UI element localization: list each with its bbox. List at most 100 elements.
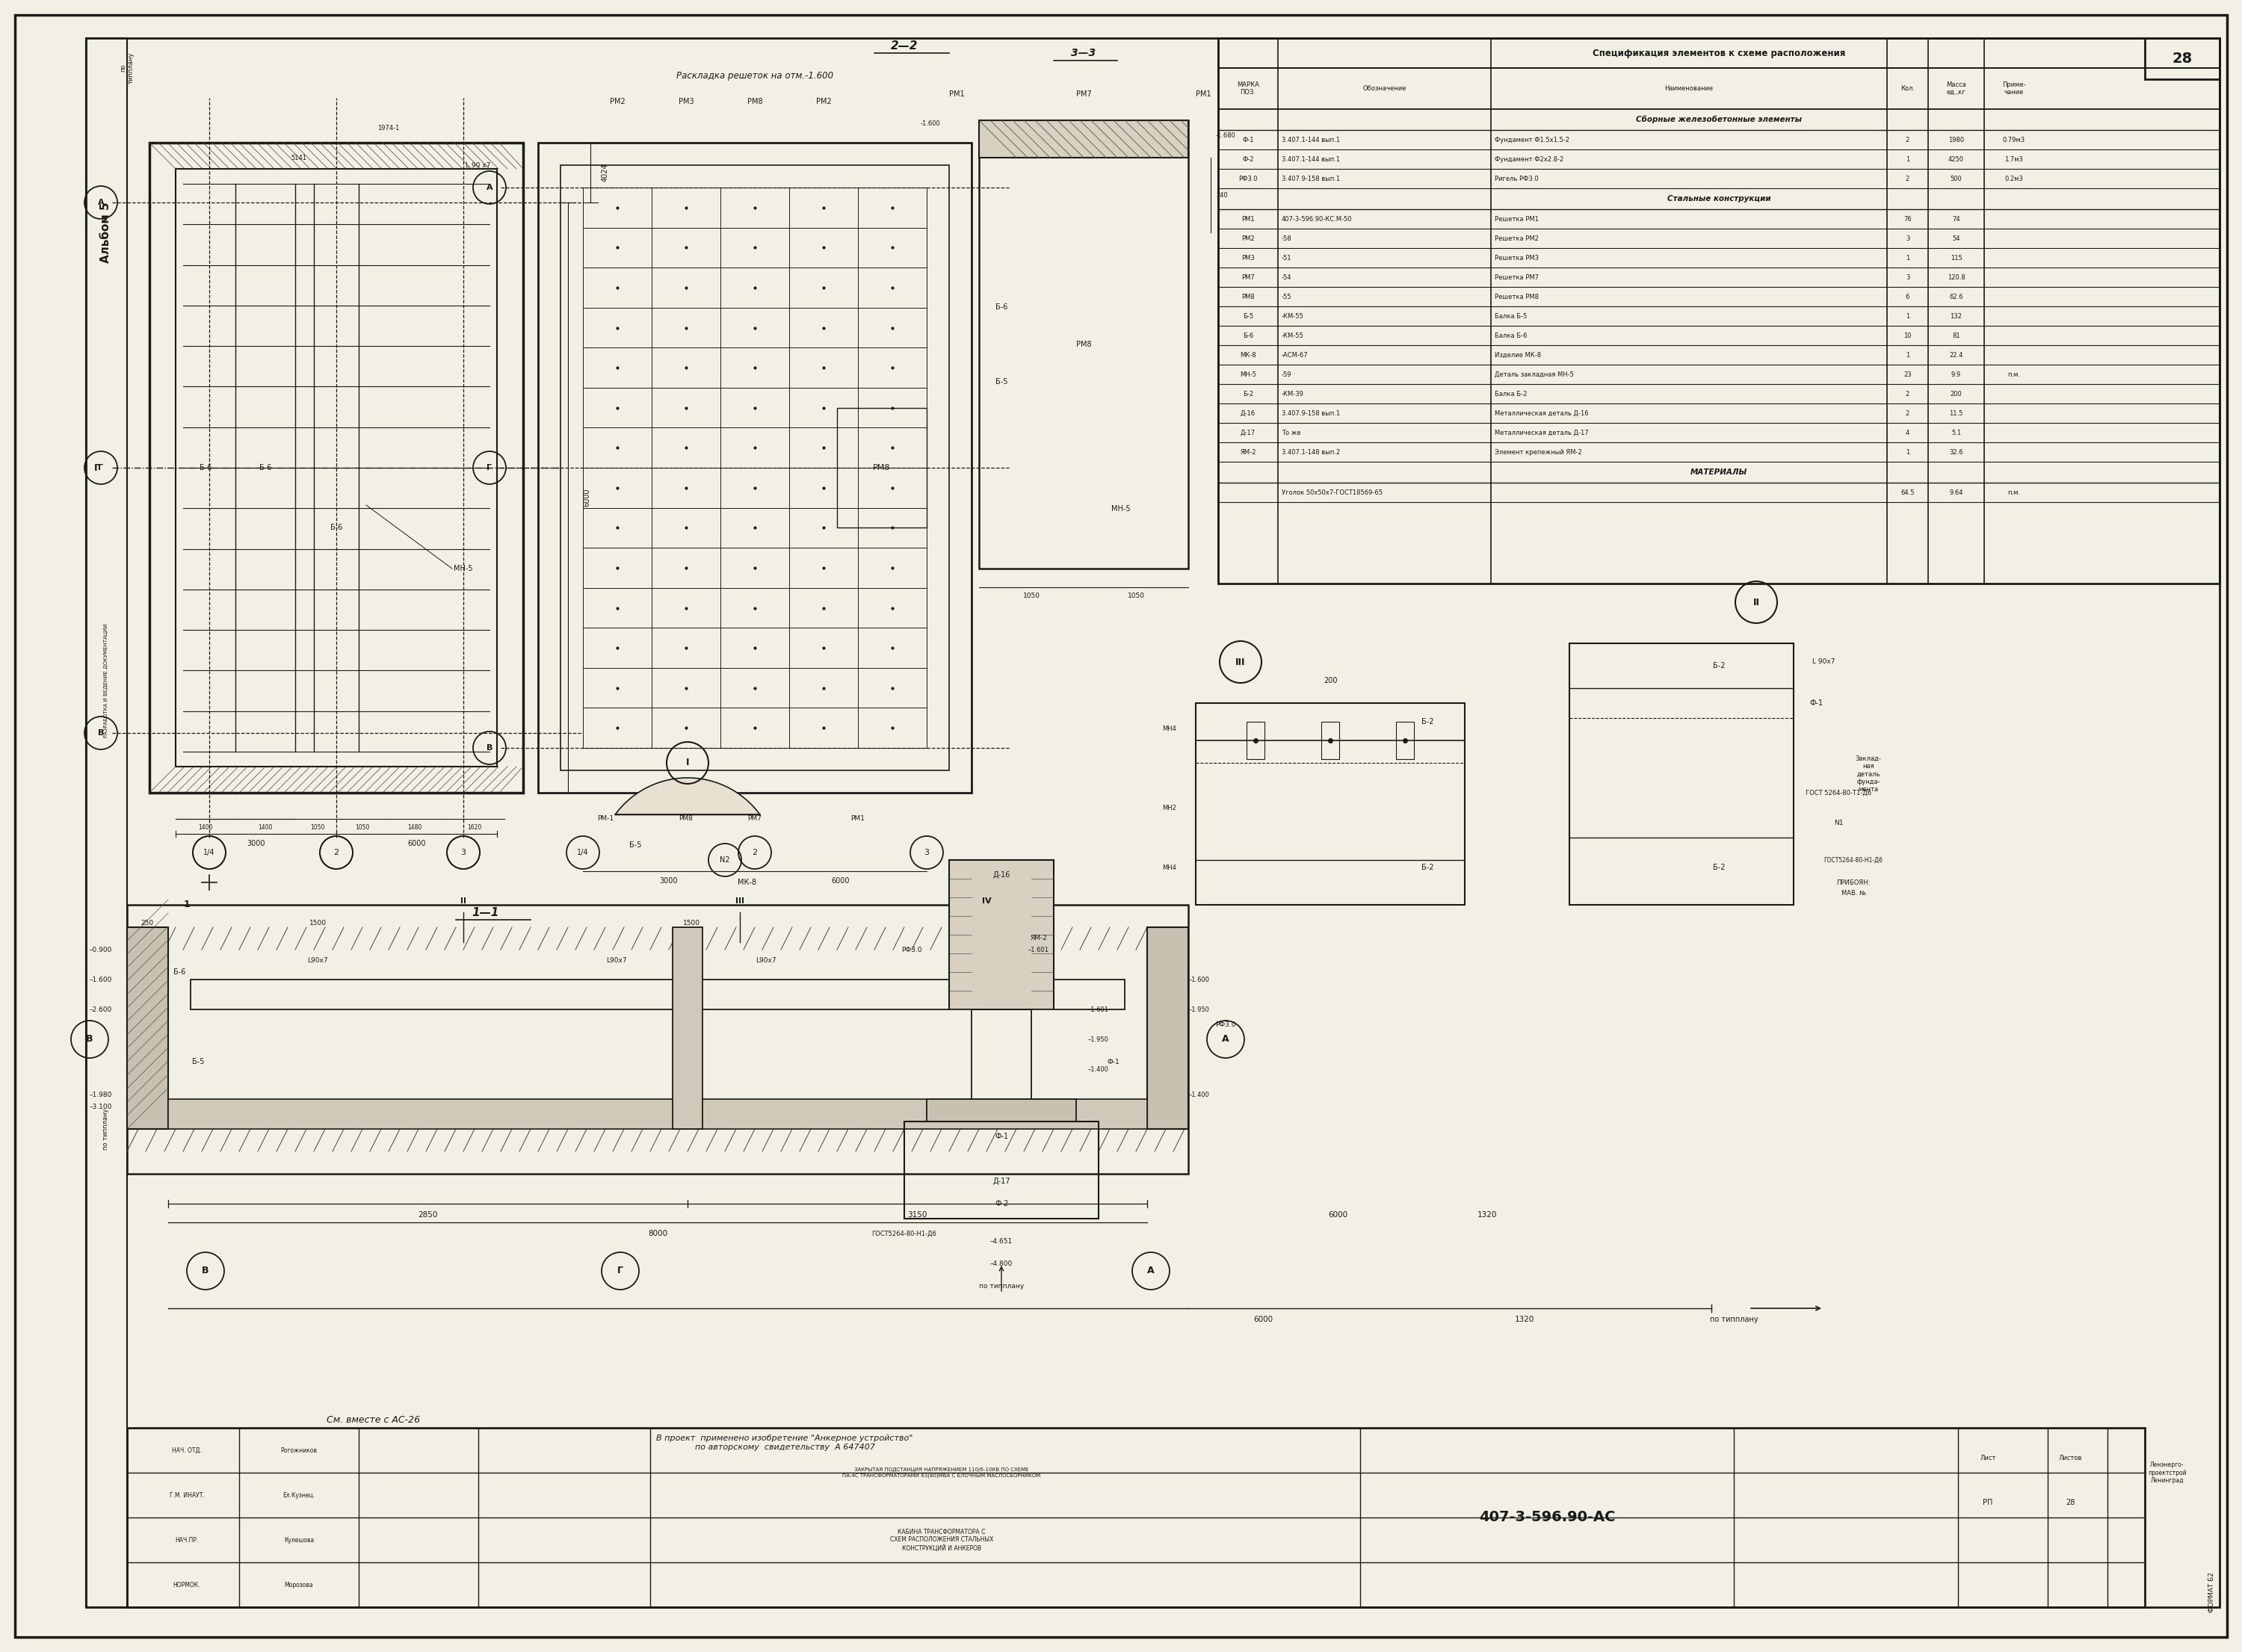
Text: 200: 200	[1323, 677, 1336, 684]
Text: Решетка РМ2: Решетка РМ2	[1495, 235, 1538, 241]
Text: ГОСТ 5264-80-Т1-Д6: ГОСТ 5264-80-Т1-Д6	[1805, 790, 1872, 796]
Text: Б-5: Б-5	[1242, 312, 1253, 319]
Text: 3: 3	[1906, 235, 1910, 241]
Text: Ел.Кузнец.: Ел.Кузнец.	[282, 1492, 316, 1498]
Text: -54: -54	[1282, 274, 1291, 281]
Text: Стальные конструкции: Стальные конструкции	[1668, 195, 1771, 203]
Text: 407-3-596.90-КС.М-50: 407-3-596.90-КС.М-50	[1282, 215, 1352, 223]
Text: Металлическая деталь Д-16: Металлическая деталь Д-16	[1495, 410, 1590, 416]
Text: Листов: Листов	[2058, 1454, 2083, 1460]
Text: Приме-
чание: Приме- чание	[2002, 81, 2027, 96]
Text: РФ3.0: РФ3.0	[901, 947, 921, 953]
Text: Ф-1: Ф-1	[1242, 137, 1253, 144]
Text: Морозова: Морозова	[285, 1581, 314, 1588]
Text: по типплану: по типплану	[980, 1282, 1025, 1289]
Text: по типплану: по типплану	[103, 1108, 110, 1150]
Bar	[538, 142, 971, 793]
Text: НОРМОК.: НОРМОК.	[173, 1581, 200, 1588]
Text: –1.601: –1.601	[1029, 947, 1049, 953]
Text: Д-16: Д-16	[1240, 410, 1256, 416]
Text: -58: -58	[1282, 235, 1291, 241]
Text: МН4: МН4	[1164, 864, 1177, 871]
Text: 3: 3	[1906, 274, 1910, 281]
Bar	[1321, 722, 1338, 760]
Text: Ф-2: Ф-2	[1242, 155, 1253, 162]
Text: 1320: 1320	[1477, 1211, 1498, 1219]
Bar	[1195, 704, 1464, 905]
Text: 6000: 6000	[583, 489, 590, 507]
Text: МАРКА
ПОЗ.: МАРКА ПОЗ.	[1238, 81, 1260, 96]
Text: 1: 1	[1906, 254, 1910, 261]
Text: 1/4: 1/4	[576, 849, 590, 856]
Text: Д-17: Д-17	[1240, 430, 1256, 436]
Text: 3.407.9-158 вып.1: 3.407.9-158 вып.1	[1282, 410, 1341, 416]
Text: Рогожников: Рогожников	[280, 1447, 318, 1454]
Text: Наименование: Наименование	[1664, 86, 1713, 93]
Text: Б-6: Б-6	[260, 464, 271, 471]
Text: А: А	[1148, 1265, 1155, 1275]
Text: 2—2: 2—2	[890, 40, 917, 51]
Text: См. вместе с АС-26: См. вместе с АС-26	[327, 1416, 421, 1426]
Polygon shape	[614, 778, 760, 814]
Text: 1—1: 1—1	[473, 907, 500, 919]
Text: Б-2: Б-2	[1421, 719, 1433, 725]
Text: 81: 81	[1953, 332, 1960, 339]
Text: Б-2: Б-2	[1421, 864, 1433, 871]
Text: МН-5: МН-5	[453, 565, 473, 572]
Bar	[168, 1099, 1148, 1128]
Text: –1.600: –1.600	[90, 976, 112, 983]
Text: МН-5: МН-5	[1112, 506, 1130, 512]
Bar	[128, 927, 168, 1128]
Text: 3.407.1-144 вып.1: 3.407.1-144 вып.1	[1282, 137, 1341, 144]
Text: -1.680: -1.680	[1215, 132, 1235, 139]
Text: В: В	[85, 1034, 94, 1044]
Text: 6000: 6000	[832, 877, 850, 885]
Bar	[673, 927, 702, 1128]
Text: L90x7: L90x7	[756, 958, 776, 965]
Text: Г: Г	[99, 464, 103, 471]
Text: 1500: 1500	[309, 920, 327, 927]
Bar	[191, 980, 1125, 1009]
Text: 3000: 3000	[247, 839, 265, 847]
Bar	[1569, 643, 1794, 905]
Text: РМ2: РМ2	[816, 97, 832, 106]
Text: В проект  применено изобретение "Анкерное устройство"
по авторскому  свидетельст: В проект применено изобретение "Анкерное…	[657, 1434, 912, 1450]
Text: 1620: 1620	[466, 824, 482, 831]
Text: 54: 54	[1953, 235, 1960, 241]
Text: 62.6: 62.6	[1948, 294, 1964, 301]
Text: РМ1: РМ1	[1242, 215, 1256, 223]
Text: -59: -59	[1282, 372, 1291, 378]
Text: –3.100: –3.100	[90, 1104, 112, 1110]
Text: –1.601: –1.601	[1087, 1006, 1110, 1013]
Text: 64.5: 64.5	[1901, 489, 1915, 496]
Text: 2: 2	[1906, 390, 1910, 396]
Text: -1.600: -1.600	[921, 121, 939, 127]
Text: В: В	[202, 1265, 209, 1275]
Text: А: А	[487, 183, 493, 192]
Bar	[85, 38, 128, 1607]
Text: Г: Г	[617, 1265, 623, 1275]
Text: 1480: 1480	[408, 824, 421, 831]
Text: 1: 1	[1906, 449, 1910, 456]
Text: РМ8: РМ8	[1242, 294, 1256, 301]
Text: 3: 3	[924, 849, 928, 856]
Text: II: II	[460, 897, 466, 905]
Text: Б-6: Б-6	[173, 968, 186, 976]
Text: В: В	[99, 729, 103, 737]
Text: L 90 x7: L 90 x7	[466, 162, 491, 169]
Text: 11.5: 11.5	[1948, 410, 1964, 416]
Text: Ригель РФ3.0: Ригель РФ3.0	[1495, 175, 1538, 182]
Text: 1050: 1050	[1128, 593, 1143, 600]
Text: Б-2: Б-2	[1242, 390, 1253, 396]
Text: ЗАКРЫТАЯ ПОДСТАНЦИЯ НАПРЯЖЕНИЕМ 110/6-10КВ ПО СХЕМЕ
ПА-4С ТРАНСФОРМАТОРАМИ 63(80: ЗАКРЫТАЯ ПОДСТАНЦИЯ НАПРЯЖЕНИЕМ 110/6-10…	[843, 1467, 1040, 1479]
Text: п.м.: п.м.	[2009, 372, 2020, 378]
Text: 3: 3	[462, 849, 466, 856]
Bar	[128, 1427, 2146, 1607]
Text: Фундамент Ф1.5х1.5-2: Фундамент Ф1.5х1.5-2	[1495, 137, 1569, 144]
Text: 10: 10	[1903, 332, 1912, 339]
Text: 2850: 2850	[417, 1211, 437, 1219]
Text: МАТЕРИАЛЫ: МАТЕРИАЛЫ	[1690, 469, 1747, 476]
Text: по
типплану: по типплану	[119, 53, 135, 84]
Text: Ф-2: Ф-2	[995, 1199, 1009, 1208]
Text: РМ8: РМ8	[872, 464, 890, 471]
